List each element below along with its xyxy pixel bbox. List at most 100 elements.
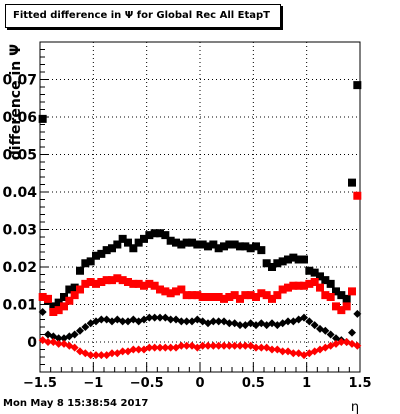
data-point-square <box>150 229 159 238</box>
data-point-diamond <box>145 343 154 352</box>
data-point-diamond <box>44 338 52 346</box>
data-point-diamond <box>150 313 159 322</box>
data-point-square <box>278 285 287 294</box>
data-point-diamond <box>230 341 239 350</box>
data-point-diamond <box>118 317 127 326</box>
data-point-square <box>342 302 351 311</box>
data-point-square <box>140 281 148 290</box>
data-point-square <box>246 291 255 300</box>
x-tick-label: 1 <box>302 376 311 391</box>
data-point-square <box>172 238 180 247</box>
data-point-square <box>337 291 346 300</box>
data-point-diamond <box>321 326 330 335</box>
data-point-square <box>129 244 138 253</box>
data-point-square <box>204 242 212 251</box>
data-point-square <box>70 291 79 300</box>
data-point-square <box>193 291 202 300</box>
data-point-square <box>124 238 132 247</box>
data-point-square <box>118 234 127 243</box>
data-point-square <box>113 240 122 249</box>
data-point-square <box>294 281 303 290</box>
data-point-diamond <box>54 339 63 348</box>
data-point-square <box>161 231 170 240</box>
data-point-diamond <box>70 330 79 339</box>
data-point-square <box>252 293 260 301</box>
data-point-diamond <box>225 341 234 350</box>
y-tick-label: 0.07 <box>2 73 37 89</box>
data-point-square <box>262 291 271 300</box>
data-point-square <box>257 289 266 298</box>
data-point-diamond <box>236 341 244 350</box>
data-point-diamond <box>86 351 95 360</box>
data-point-square <box>241 242 250 251</box>
data-point-square <box>332 287 340 296</box>
data-point-square <box>310 268 319 277</box>
data-point-square <box>252 242 260 251</box>
data-point-square <box>124 278 132 286</box>
data-point-square <box>145 231 154 240</box>
x-tick-label: 0 <box>195 376 204 391</box>
data-point-diamond <box>97 351 106 360</box>
data-point-square <box>193 240 202 249</box>
data-point-square <box>54 306 63 315</box>
data-point-square <box>278 257 287 266</box>
x-tick-label: 0.5 <box>242 376 265 391</box>
data-point-diamond <box>129 345 138 354</box>
data-point-square <box>236 294 244 303</box>
data-point-square <box>65 296 74 305</box>
data-point-square <box>204 293 212 301</box>
data-point-diamond <box>305 317 314 326</box>
data-point-square <box>49 308 58 316</box>
data-point-diamond <box>225 319 234 328</box>
data-point-square <box>294 255 303 264</box>
data-point-diamond <box>81 323 90 331</box>
data-point-square <box>177 240 186 249</box>
y-tick-label: 0.02 <box>2 260 37 276</box>
data-point-square <box>60 293 68 301</box>
data-point-square <box>209 240 218 249</box>
data-point-square <box>289 281 298 290</box>
data-point-diamond <box>97 315 106 324</box>
data-point-diamond <box>353 341 362 350</box>
data-point-square <box>257 246 266 255</box>
data-point-square <box>316 283 324 292</box>
data-point-diamond <box>156 343 164 352</box>
data-point-diamond <box>209 341 218 350</box>
data-point-diamond <box>268 345 276 354</box>
data-point-square <box>140 234 148 243</box>
data-point-square <box>38 293 47 301</box>
y-tick-label: 0.05 <box>2 148 37 164</box>
data-point-square <box>81 279 90 288</box>
data-point-diamond <box>289 349 298 358</box>
data-point-square <box>321 291 330 300</box>
data-point-square <box>198 293 207 301</box>
data-point-diamond <box>54 334 63 343</box>
data-point-square <box>134 279 143 288</box>
data-point-square <box>326 293 335 301</box>
data-point-diamond <box>300 313 308 322</box>
data-point-square <box>156 285 164 294</box>
data-point-square <box>300 255 308 264</box>
data-point-square <box>268 263 276 271</box>
data-point-square <box>225 293 234 301</box>
y-tick-label: 0.03 <box>2 223 37 239</box>
x-tick-label: −1 <box>83 376 103 391</box>
data-point-diamond <box>182 317 191 326</box>
data-point-square <box>236 242 244 251</box>
data-point-square <box>177 285 186 294</box>
timestamp: Mon May 8 15:38:54 2017 <box>3 398 149 409</box>
data-point-diamond <box>92 351 100 360</box>
data-point-square <box>108 276 116 285</box>
chart-title-box: Fitted difference in Ψ for Global Rec Al… <box>5 4 281 28</box>
data-point-square <box>108 244 116 253</box>
x-axis-label: η <box>351 400 359 414</box>
data-point-diamond <box>182 341 191 350</box>
series-2 <box>38 191 362 316</box>
y-axis-label: difference in Ψ <box>8 44 24 160</box>
data-point-diamond <box>150 343 159 352</box>
data-point-square <box>97 249 106 258</box>
data-point-square <box>337 306 346 315</box>
data-points <box>38 81 362 360</box>
data-point-square <box>220 242 228 251</box>
